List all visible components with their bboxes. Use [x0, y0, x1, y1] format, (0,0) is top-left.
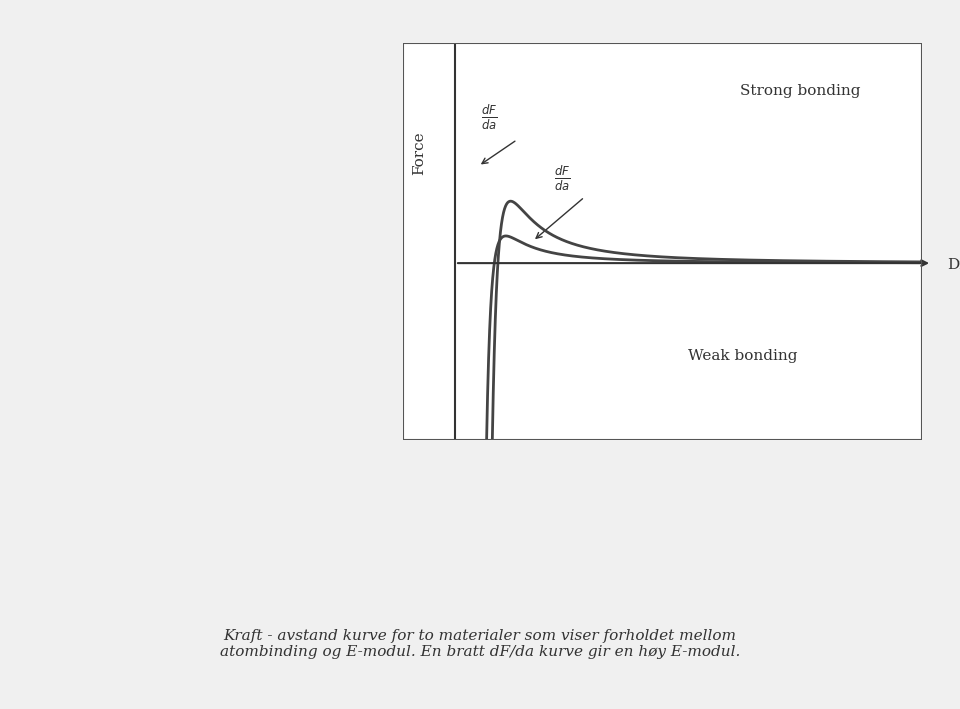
Bar: [403, 43, 922, 440]
Text: Weak bonding: Weak bonding: [688, 349, 798, 363]
Text: $\frac{dF}{da}$: $\frac{dF}{da}$: [481, 103, 497, 132]
Text: Kraft - avstand kurve for to materialer som viser forholdet mellom
atombinding o: Kraft - avstand kurve for to materialer …: [220, 629, 740, 659]
Text: $\frac{dF}{da}$: $\frac{dF}{da}$: [554, 164, 570, 194]
Text: Strong bonding: Strong bonding: [740, 84, 861, 99]
Text: Force: Force: [412, 131, 425, 174]
Text: Distance: Distance: [948, 258, 960, 272]
